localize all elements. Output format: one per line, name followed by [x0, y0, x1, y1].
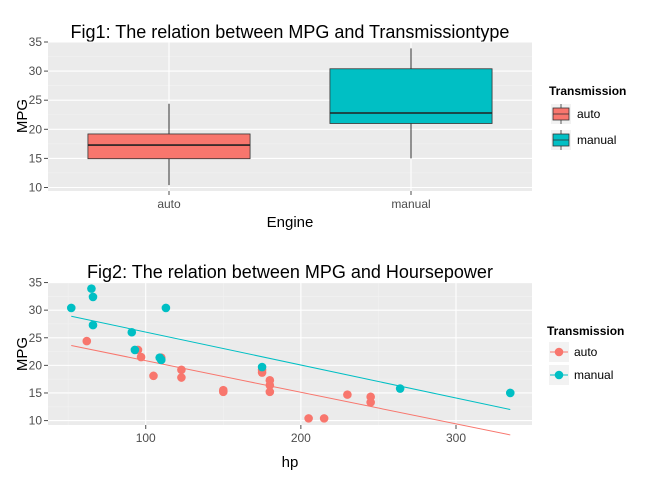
y-tick-label: 30	[29, 64, 43, 78]
y-tick-label: 15	[29, 386, 43, 400]
fig1-y-axis-title: MPG	[14, 99, 31, 133]
point-auto	[149, 371, 158, 381]
point-auto	[136, 352, 146, 362]
legend-key-point	[554, 347, 564, 357]
fig2-legend-title: Transmission	[547, 324, 624, 338]
fig2-legend-items: auto manual	[549, 342, 613, 385]
y-tick-label: 35	[29, 276, 43, 290]
y-tick-label: 25	[29, 331, 43, 345]
fig1-x-ticks: auto manual	[157, 191, 431, 211]
fig2-fit-lines	[71, 315, 511, 436]
box-rect	[87, 133, 251, 160]
legend-item-manual: manual	[549, 365, 613, 385]
y-tick-label: 10	[29, 181, 43, 195]
y-tick-label: 30	[29, 303, 43, 317]
legend-item-auto: auto	[549, 342, 598, 362]
fig2-x-axis-title: hp	[282, 454, 299, 471]
fig2-points	[66, 284, 515, 423]
point-manual	[127, 327, 137, 337]
point-auto	[319, 414, 329, 423]
x-tick-label: auto	[157, 197, 181, 211]
point-auto	[82, 336, 92, 346]
fig1-x-axis-title: Engine	[267, 214, 314, 231]
point-auto	[177, 365, 186, 375]
x-tick-label: 200	[291, 431, 311, 445]
point-auto	[366, 398, 375, 407]
legend-label: auto	[577, 107, 601, 121]
fig1-y-ticks: 10 15 20 25 30 35	[29, 35, 48, 195]
legend-item-manual: manual	[551, 130, 616, 150]
point-auto	[218, 387, 228, 397]
point-manual	[161, 303, 171, 313]
fig2-chart: Fig2: The relation between MPG and Hours…	[14, 262, 624, 471]
y-tick-label: 10	[29, 414, 43, 428]
point-auto	[177, 373, 186, 382]
point-manual	[257, 362, 267, 372]
point-manual	[66, 303, 76, 313]
box-rect	[329, 68, 493, 124]
fig2-plot-panel	[48, 282, 532, 425]
x-tick-label: manual	[391, 197, 430, 211]
fig1-chart: Fig1: The relation between MPG and Trans…	[14, 22, 626, 231]
point-manual	[88, 320, 98, 330]
x-tick-label: 300	[446, 431, 466, 445]
point-manual	[395, 384, 405, 393]
fig2-y-axis-title: MPG	[14, 337, 31, 371]
point-manual	[155, 353, 164, 362]
y-tick-label: 25	[29, 93, 43, 107]
fig2-title: Fig2: The relation between MPG and Hours…	[87, 262, 493, 282]
fig1-legend-items: auto manual	[551, 104, 616, 150]
point-auto	[304, 414, 313, 423]
point-manual	[130, 345, 140, 355]
fig1-legend: Transmission auto manual	[549, 84, 626, 150]
fig2-legend: Transmission auto manual	[547, 324, 624, 385]
box-auto	[87, 103, 251, 186]
x-tick-label: 100	[136, 431, 156, 445]
legend-label: manual	[577, 133, 616, 147]
fig2-x-ticks: 100 200 300	[136, 425, 466, 445]
point-manual	[88, 292, 98, 302]
fig2-gridlines	[48, 282, 532, 425]
y-tick-label: 20	[29, 122, 43, 136]
fit-line-auto	[71, 345, 511, 436]
point-manual	[87, 284, 96, 293]
fig1-legend-title: Transmission	[549, 84, 626, 98]
legend-label: auto	[574, 345, 598, 359]
point-auto	[343, 390, 352, 399]
fig2-y-ticks: 10 15 20 25 30 35	[29, 276, 48, 428]
box-manual	[329, 48, 493, 159]
point-manual	[505, 388, 515, 398]
legend-item-auto: auto	[551, 104, 601, 124]
y-tick-label: 15	[29, 151, 43, 165]
fig1-title: Fig1: The relation between MPG and Trans…	[71, 22, 510, 42]
point-auto	[265, 375, 275, 385]
legend-label: manual	[574, 368, 613, 382]
y-tick-label: 35	[29, 35, 43, 49]
y-tick-label: 20	[29, 358, 43, 372]
fig1-boxes	[87, 48, 493, 186]
point-auto	[265, 387, 275, 397]
fit-line-manual	[71, 315, 511, 411]
legend-key-point	[554, 370, 564, 380]
